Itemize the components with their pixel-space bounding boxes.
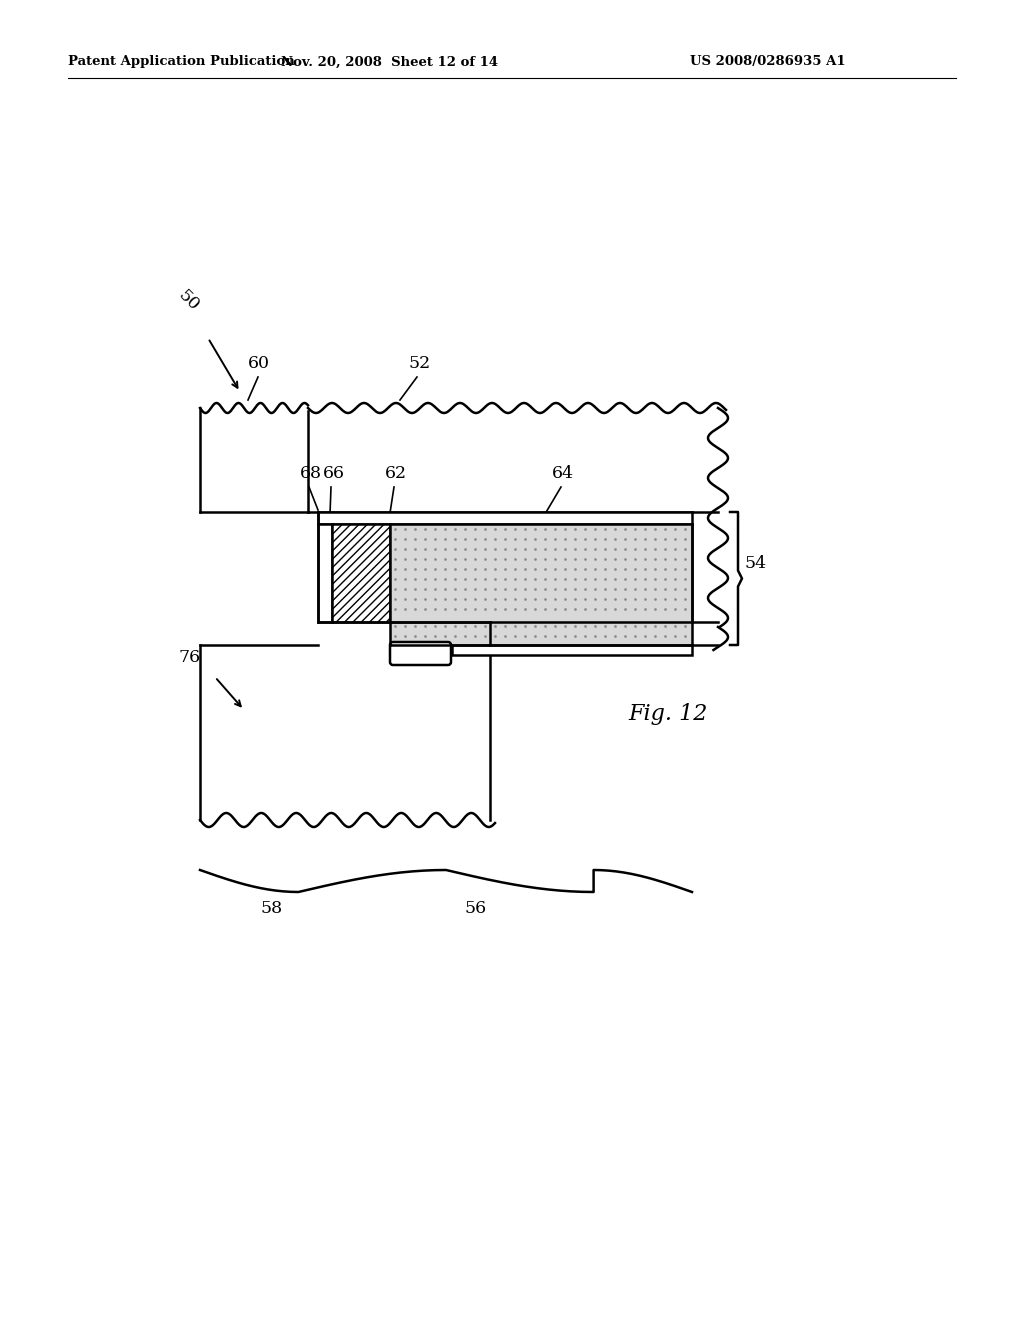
Bar [452,645,692,655]
Text: 66: 66 [323,465,345,482]
Text: 52: 52 [408,355,430,372]
Bar [390,622,692,645]
Text: Fig. 12: Fig. 12 [628,704,708,725]
Text: 64: 64 [552,465,574,482]
Text: 54: 54 [745,554,767,572]
Bar [318,524,332,622]
Text: Patent Application Publication: Patent Application Publication [68,55,295,69]
Text: 62: 62 [385,465,408,482]
Bar [332,524,390,622]
Text: 50: 50 [175,286,203,314]
Text: 58: 58 [260,900,283,917]
Bar [318,512,692,524]
Text: 60: 60 [248,355,270,372]
Bar [390,524,692,622]
Text: 76: 76 [178,649,200,667]
FancyBboxPatch shape [390,642,451,665]
Text: 68: 68 [300,465,322,482]
Text: Nov. 20, 2008  Sheet 12 of 14: Nov. 20, 2008 Sheet 12 of 14 [282,55,499,69]
Text: US 2008/0286935 A1: US 2008/0286935 A1 [690,55,846,69]
Text: 56: 56 [465,900,487,917]
